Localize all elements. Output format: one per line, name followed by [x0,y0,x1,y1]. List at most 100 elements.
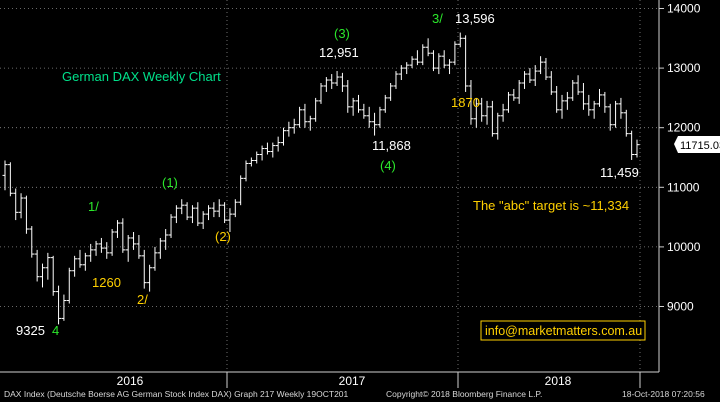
ohlc-bar [98,237,104,253]
ohlc-bar [72,255,78,277]
ohlc-bar [527,68,533,83]
ohlc-bar [211,202,217,218]
ohlc-bar [281,127,287,146]
ohlc-bar [607,103,613,131]
footer-timestamp: 18-Oct-2018 07:20:56 [622,389,705,399]
ohlc-bar [50,255,56,296]
ohlc-bar [270,142,276,158]
y-tick-label: 13000 [667,61,701,75]
ohlc-bar [45,252,51,280]
ohlc-bar [522,71,528,89]
ohlc-bar [414,50,420,66]
ohlc-bar [586,94,592,116]
ohlc-bar [163,229,169,250]
ohlc-bar [548,71,554,95]
ohlc-bar [131,232,137,250]
ohlc-bar [34,249,40,282]
ohlc-bar [495,112,501,140]
ohlc-bar [168,214,174,238]
ohlc-bars [2,32,640,325]
ohlc-bar [543,57,549,81]
ohlc-bar [393,71,399,89]
ohlc-bar [613,100,619,128]
ohlc-bar [623,109,629,137]
x-axis-year-labels: 2016 2017 2018 [117,372,641,388]
y-tick-label: 14000 [667,2,701,16]
ohlc-bar [173,205,179,224]
ohlc-bar [441,50,447,69]
ohlc-bar [484,100,490,125]
ohlc-bar [377,106,383,128]
annotation-9325: 9325 [16,323,45,338]
ohlc-bar [286,121,292,137]
ohlc-bar [313,97,319,122]
ohlc-bar [388,83,394,101]
ohlc-bar [473,97,479,128]
ohlc-bar [618,97,624,119]
annotation-11868: 11,868 [372,138,411,153]
ohlc-bar [457,32,463,48]
ohlc-bar [157,237,163,259]
y-tick-label: 9000 [667,300,694,314]
y-tick-label: 12000 [667,121,701,135]
ohlc-bar [39,263,45,288]
ohlc-bar [629,130,635,160]
ohlc-bar [468,80,474,125]
annotation-wave-3: (3) [334,26,350,41]
last-price-tag: 11715.03 [674,136,720,153]
ohlc-bar [136,234,142,259]
annotation-wave-1: (1) [162,175,178,190]
ohlc-bar [570,80,576,101]
ohlc-bar [66,267,72,304]
ohlc-bar [334,71,340,86]
ohlc-bar [516,80,522,104]
ohlc-bar [2,160,8,191]
ohlc-bar [532,65,538,86]
ohlc-bar [254,151,260,164]
ohlc-bar [425,38,431,57]
ohlc-bar [575,75,581,95]
ohlc-bar [7,162,13,197]
annotation-13596: 13,596 [455,11,495,26]
ohlc-bar [430,50,436,72]
ohlc-bar [559,94,565,119]
ohlc-bar [195,202,201,227]
chart-title: German DAX Weekly Chart [62,69,221,84]
ohlc-bar [372,112,378,136]
ohlc-bar [350,97,356,116]
ohlc-bar [291,118,297,134]
ohlc-bar [114,220,120,238]
ohlc-bar [206,205,212,221]
ohlc-bar [179,199,185,215]
annotation-wave-2: (2) [215,229,231,244]
y-tick-label: 10000 [667,240,701,254]
ohlc-bar [339,72,345,92]
annotation-abc-target: The "abc" target is ~11,334 [473,198,629,213]
footer-copyright: Copyright© 2018 Bloomberg Finance L.P. [386,389,543,399]
ohlc-bar [554,85,560,113]
ohlc-bar [243,160,249,182]
ohlc-bar [82,252,88,271]
ohlc-bar [104,242,110,259]
ohlc-bar [318,83,324,104]
ohlc-bar [500,103,506,122]
ohlc-bar [436,53,442,75]
ohlc-bar [77,249,83,268]
x-year-label: 2018 [545,374,572,388]
ohlc-bar [248,157,254,167]
ohlc-bar [56,285,62,325]
ohlc-bar [232,199,238,218]
ohlc-bar [602,91,608,113]
ohlc-bar [13,188,19,221]
annotation-wave-4: (4) [380,158,396,173]
annotation-12951: 12,951 [319,45,359,60]
ohlc-bar [420,44,426,66]
last-price-label: 11715.03 [680,140,720,152]
ohlc-bar [580,83,586,110]
ohlc-bar [216,199,222,218]
ohlc-bar [366,106,372,128]
contact-email: info@marketmatters.com.au [485,324,642,338]
ohlc-bar [398,65,404,81]
ohlc-bar [227,208,233,232]
